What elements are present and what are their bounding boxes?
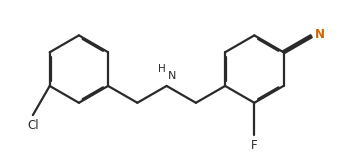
Text: Cl: Cl <box>27 119 39 132</box>
Text: N: N <box>315 28 325 41</box>
Text: H: H <box>158 64 165 74</box>
Text: N: N <box>168 71 177 81</box>
Text: F: F <box>251 139 258 152</box>
